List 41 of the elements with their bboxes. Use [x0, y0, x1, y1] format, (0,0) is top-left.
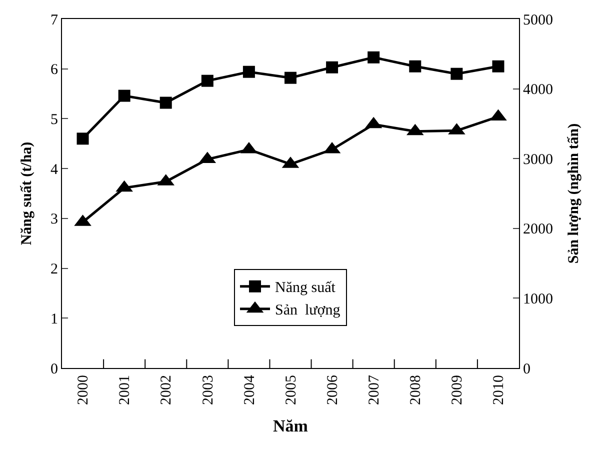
legend-label: Năng suất — [275, 280, 336, 296]
y-tick-label: 3 — [50, 212, 58, 228]
y-tick-label: 5 — [50, 112, 58, 128]
point — [450, 68, 463, 80]
y-tick-label: 1 — [50, 311, 58, 328]
point — [242, 66, 255, 78]
point — [409, 60, 422, 72]
point — [201, 74, 214, 87]
x-tick-label: 2002 — [158, 375, 175, 405]
x-tick-label: 2000 — [76, 375, 92, 405]
y2-tick-label: 2000 — [523, 222, 553, 238]
y2-axis-title: Sản lượng (nghìn tấn) — [566, 123, 582, 264]
y2-tick-label: 5000 — [523, 12, 553, 28]
point — [368, 51, 380, 64]
x-tick-label: 2007 — [366, 374, 382, 405]
x-tick-label: 2009 — [450, 375, 466, 405]
point — [492, 60, 504, 72]
point — [118, 90, 130, 102]
y-tick-label: 0 — [50, 361, 58, 378]
legend-label: Sản lượng — [275, 302, 341, 319]
x-axis-title: Năm — [273, 416, 308, 436]
y2-tick-label: 3000 — [523, 152, 553, 168]
x-tick-label: 2003 — [200, 375, 216, 405]
y-tick-label: 4 — [50, 162, 58, 178]
y2-tick-label: 0 — [523, 361, 530, 378]
x-tick-label: 2004 — [242, 374, 258, 405]
x-tick-label: 2010 — [491, 375, 508, 405]
point — [76, 132, 89, 145]
point — [284, 72, 296, 84]
x-tick-label: 2001 — [117, 375, 134, 405]
point — [326, 61, 338, 74]
y2-tick-label: 4000 — [523, 82, 553, 98]
y2-tick-label: 1000 — [523, 291, 553, 308]
x-tick-label: 2006 — [324, 374, 341, 405]
y-tick-label: 6 — [50, 62, 58, 78]
y-axis-title: Năng suất (t/ha) — [18, 142, 35, 246]
y-tick-label: 2 — [50, 262, 58, 278]
x-tick-label: 2005 — [283, 375, 300, 405]
x-tick-label: 2008 — [408, 375, 424, 405]
y-tick-label: 7 — [50, 12, 58, 28]
point — [160, 96, 172, 109]
